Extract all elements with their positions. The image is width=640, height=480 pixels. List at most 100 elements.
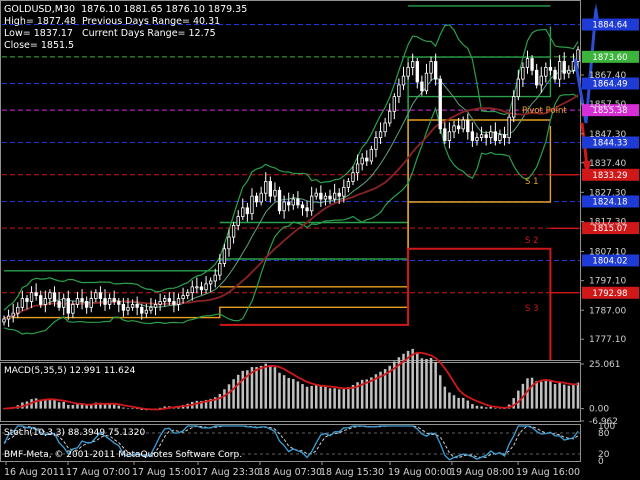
candle-body xyxy=(305,207,309,212)
candle-body xyxy=(149,306,153,311)
candle-body xyxy=(415,61,419,83)
macd-bar xyxy=(57,402,61,409)
macd-bar xyxy=(269,366,272,409)
copyright-label: BMF-Meta, © 2001-2011 MetaQuotes Softwar… xyxy=(4,450,242,460)
macd-bar xyxy=(489,406,493,409)
candle-body xyxy=(66,298,70,314)
y-tick-label: 1787.00 xyxy=(589,306,626,316)
candle-body xyxy=(332,192,337,200)
candle-body xyxy=(300,204,305,209)
macd-bar xyxy=(562,384,566,409)
macd-bar xyxy=(324,386,327,409)
upper-band xyxy=(3,24,579,311)
candle-body xyxy=(479,134,484,139)
macd-tick-label: -6.962 xyxy=(589,417,618,427)
macd-bar xyxy=(112,404,116,409)
candle-body xyxy=(401,75,406,86)
macd-bar xyxy=(305,386,309,409)
stoch-tick-label: 100 xyxy=(598,422,615,432)
candle-body xyxy=(392,96,396,112)
annotation-s3: S 3 xyxy=(525,304,539,314)
macd-bar xyxy=(328,388,332,409)
macd-bar xyxy=(342,388,346,409)
pivot-step-line xyxy=(4,119,551,319)
candle-body xyxy=(351,172,355,182)
macd-bar xyxy=(259,365,263,409)
macd-bar xyxy=(135,408,139,409)
macd-bar xyxy=(34,398,38,409)
candle-body xyxy=(144,309,149,314)
lower-band xyxy=(3,93,579,335)
candle-body xyxy=(484,134,488,139)
candle-body xyxy=(48,292,52,299)
candle-body xyxy=(433,61,438,80)
candle-body xyxy=(204,283,208,291)
candle-body xyxy=(2,318,6,323)
x-tick-label: 16 Aug 2011 xyxy=(4,467,65,478)
macd-bar xyxy=(71,404,75,409)
candle-body xyxy=(130,304,135,308)
macd-bar xyxy=(282,375,286,409)
macd-bar xyxy=(411,348,414,409)
blue-forecast-arrow xyxy=(573,8,598,124)
candle-body xyxy=(571,61,576,71)
candle-body xyxy=(470,131,475,141)
macd-bar xyxy=(397,357,401,409)
candle-body xyxy=(429,61,433,74)
candle-body xyxy=(388,110,392,124)
macd-bar xyxy=(480,406,483,409)
candle-body xyxy=(34,292,38,297)
stoch-panel-frame xyxy=(0,424,581,462)
candle-body xyxy=(328,195,332,200)
candle-body xyxy=(475,137,479,141)
candle-body xyxy=(172,301,176,305)
candle-body xyxy=(420,81,424,92)
candles xyxy=(2,46,580,327)
macd-bar xyxy=(494,408,497,409)
candle-body xyxy=(287,201,291,206)
macd-bar xyxy=(213,397,217,409)
pivot-step-lines xyxy=(4,5,578,360)
y-tick-label: 1857.50 xyxy=(589,100,626,110)
macd-bar xyxy=(383,369,387,409)
envelope-bands xyxy=(3,24,579,335)
candle-body xyxy=(502,134,507,139)
macd-bar xyxy=(209,398,212,409)
price-label: 1884.64 xyxy=(592,21,627,31)
candle-body xyxy=(378,131,383,139)
candle-body xyxy=(208,280,213,285)
macd-bar xyxy=(44,399,47,409)
macd-bar xyxy=(273,367,277,409)
macd-bar xyxy=(457,397,460,409)
candle-body xyxy=(176,298,181,305)
macd-bar xyxy=(218,393,222,409)
candle-body xyxy=(346,181,351,188)
x-tick-label: 17 Aug 15:00 xyxy=(132,467,196,478)
candle-body xyxy=(323,195,328,200)
candle-body xyxy=(443,128,447,141)
candle-body xyxy=(98,292,103,299)
moving-average xyxy=(3,94,579,320)
candle-body xyxy=(16,306,20,314)
macd-bar xyxy=(62,401,65,409)
candle-body xyxy=(544,66,548,77)
candle-body xyxy=(75,298,80,305)
candle-body xyxy=(489,131,493,139)
candle-body xyxy=(406,66,410,77)
macd-bar xyxy=(108,404,111,409)
candle-body xyxy=(374,137,378,150)
macd-bar xyxy=(567,385,571,409)
symbol-label: GOLDUSD,M30 xyxy=(4,4,75,15)
pivot-step-line xyxy=(219,125,552,288)
candle-body xyxy=(539,75,543,86)
x-tick-label: 19 Aug 08:00 xyxy=(450,467,514,478)
candle-body xyxy=(71,304,75,314)
x-tick-label: 17 Aug 23:30 xyxy=(196,467,260,478)
candle-body xyxy=(424,72,429,92)
macd-bar xyxy=(443,386,447,409)
macd-bar xyxy=(48,398,52,409)
candle-body xyxy=(365,157,369,162)
macd-bar xyxy=(420,358,424,409)
